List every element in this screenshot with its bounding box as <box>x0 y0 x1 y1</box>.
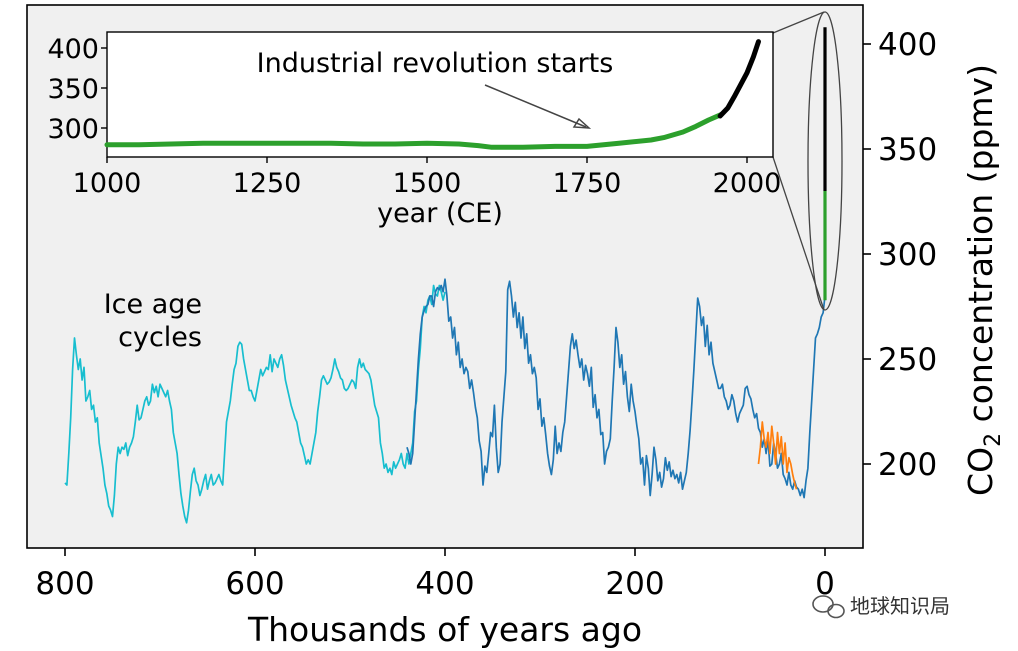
inset-x-axis-label: year (CE) <box>377 198 503 229</box>
main-y-tick-label: 350 <box>878 132 937 168</box>
zoom-connector-top <box>772 11 825 34</box>
annotation-arrow-head <box>572 117 592 129</box>
inset-series-line-1 <box>717 39 761 119</box>
watermark: 地球知识局 <box>812 594 950 619</box>
inset-y-tick-label: 300 <box>47 114 99 145</box>
main-y-tick-label: 300 <box>878 237 937 273</box>
ice-age-annotation-line1: Ice age <box>104 289 202 320</box>
inset-x-tick-label: 1250 <box>233 168 302 199</box>
main-x-axis-label: Thousands of years ago <box>247 610 642 649</box>
annotation-arrow-shaft <box>484 84 587 128</box>
y-label-subscript: 2 <box>981 433 1006 447</box>
inset-x-tick-label: 1000 <box>73 168 142 199</box>
y-label-co: CO <box>961 447 1000 496</box>
main-x-tick-label: 800 <box>35 566 94 602</box>
main-y-tick-label: 200 <box>878 447 937 483</box>
main-y-axis-label: CO2 concentration (ppmv) <box>961 64 1006 496</box>
inset-x-tick-label: 2000 <box>713 168 782 199</box>
inset-x-tick-label: 1500 <box>393 168 462 199</box>
main-y-ticks: 200 250 300 350 400 <box>863 27 937 483</box>
main-series-group <box>64 27 827 524</box>
main-y-tick-label: 250 <box>878 342 937 378</box>
zoom-ellipse <box>807 11 843 311</box>
main-series-line-2 <box>757 421 798 490</box>
inset-x-ticks: 1000 1250 1500 1750 2000 <box>73 157 782 199</box>
inset-y-tick-label: 350 <box>47 74 99 105</box>
main-x-tick-label: 400 <box>415 566 474 602</box>
inset-series-group <box>104 39 761 150</box>
inset-series-line-0 <box>104 111 724 150</box>
main-y-tick-label: 400 <box>878 27 937 63</box>
ice-age-annotation-line2: cycles <box>118 322 202 353</box>
main-x-ticks: 800 600 400 200 0 <box>35 548 835 602</box>
inset-y-ticks: 300 350 400 <box>47 34 107 145</box>
main-x-tick-label: 600 <box>225 566 284 602</box>
main-series-line-0 <box>64 284 446 524</box>
y-label-rest: concentration (ppmv) <box>961 64 1000 433</box>
industrial-revolution-annotation: Industrial revolution starts <box>257 48 614 79</box>
inset-y-tick-label: 400 <box>47 34 99 65</box>
zoom-connector-bottom <box>772 156 825 311</box>
inset-x-tick-label: 1750 <box>553 168 622 199</box>
wechat-icon <box>812 595 845 619</box>
main-x-tick-label: 0 <box>815 566 835 602</box>
main-series-line-1 <box>406 278 826 499</box>
watermark-text: 地球知识局 <box>850 594 950 618</box>
main-x-tick-label: 200 <box>605 566 664 602</box>
